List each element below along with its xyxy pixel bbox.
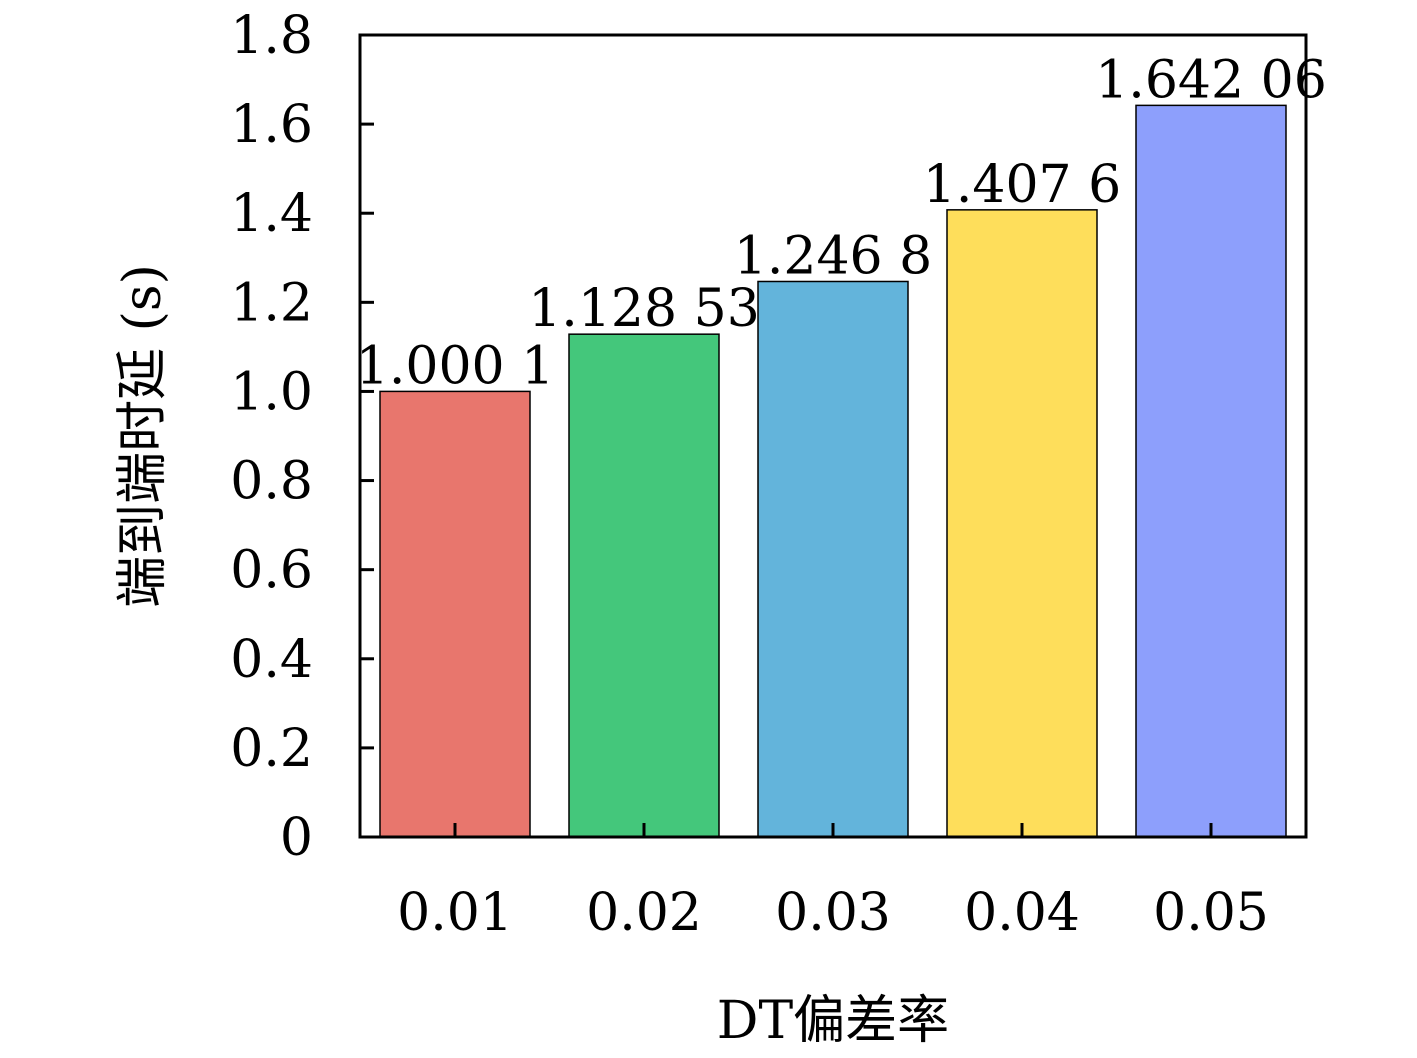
- bar-value-label: 1.246 8: [734, 226, 932, 286]
- bar: [1135, 104, 1287, 838]
- y-tick-label: 0.8: [230, 452, 313, 512]
- y-tick-label: 0.4: [230, 630, 313, 690]
- plot-frame: [358, 33, 1308, 839]
- ticks-layer: [360, 33, 1213, 839]
- y-tick-label: 1.2: [230, 273, 313, 333]
- x-tick-label: 0.01: [397, 883, 513, 943]
- x-axis-title: DT偏差率: [717, 991, 949, 1051]
- x-tick-label: 0.04: [964, 883, 1080, 943]
- bar-value-label: 1.642 06: [1095, 50, 1327, 110]
- bars-layer: [379, 104, 1287, 838]
- y-tick-label: 1.4: [230, 184, 313, 244]
- bar: [757, 280, 909, 838]
- x-tick-label: 0.02: [586, 883, 702, 943]
- x-tick-label: 0.03: [775, 883, 891, 943]
- y-axis-title: 端到端时延 (s): [113, 264, 173, 608]
- bar-value-label: 1.407 6: [923, 155, 1121, 215]
- y-tick-label: 1.0: [230, 362, 313, 422]
- bar: [568, 333, 720, 838]
- y-tick-label: 1.6: [230, 95, 313, 155]
- labels-layer: 0 0.2 0.4 0.6 0.8 1.0 1.2 1.4 1.6 1.8 0.01 1.000 1 0…: [230, 6, 1326, 943]
- y-tick-label: 0.6: [230, 541, 313, 601]
- y-tick-label: 0.2: [230, 719, 313, 779]
- bar: [379, 390, 531, 838]
- x-tick-label: 0.05: [1153, 883, 1269, 943]
- bar-value-label: 1.000 1: [356, 336, 554, 396]
- y-tick-label: 0: [280, 808, 313, 868]
- y-tick-label: 1.8: [230, 6, 313, 66]
- bar-value-label: 1.128 53: [528, 279, 760, 339]
- bar: [946, 209, 1098, 838]
